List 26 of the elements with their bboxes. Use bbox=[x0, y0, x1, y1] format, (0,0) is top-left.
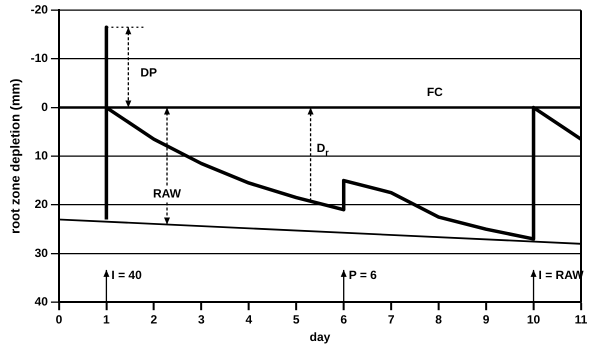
x-tick-label: 3 bbox=[198, 312, 205, 327]
y-tick-label: 10 bbox=[34, 148, 48, 163]
annotation: P = 6 bbox=[348, 268, 378, 282]
x-tick-label: 11 bbox=[574, 312, 588, 327]
x-tick-label: 2 bbox=[150, 312, 158, 327]
y-tick-label: 0 bbox=[41, 100, 48, 114]
y-tick-label: -10 bbox=[30, 51, 48, 66]
annotation: DP bbox=[140, 65, 157, 80]
x-tick-label: 0 bbox=[56, 312, 63, 327]
x-axis-title: day bbox=[310, 330, 331, 344]
ref-line-label: FC bbox=[426, 84, 444, 99]
annotation: RAW bbox=[153, 186, 182, 200]
x-tick-label: 6 bbox=[340, 312, 348, 327]
y-tick-label: 20 bbox=[34, 197, 48, 212]
y-axis-title: root zone depletion (mm) bbox=[7, 78, 22, 234]
y-tick-label: -20 bbox=[30, 2, 48, 17]
y-tick-label: 40 bbox=[34, 294, 48, 309]
y-tick-label: 30 bbox=[34, 246, 48, 260]
x-tick-label: 7 bbox=[388, 312, 395, 327]
x-tick-label: 10 bbox=[526, 312, 541, 327]
x-tick-label: 8 bbox=[435, 312, 442, 327]
x-tick-label: 4 bbox=[245, 312, 252, 327]
annotation: I = 40 bbox=[111, 268, 142, 282]
x-tick-label: 5 bbox=[292, 312, 300, 327]
x-tick-label: 9 bbox=[482, 312, 490, 327]
x-tick-label: 1 bbox=[103, 312, 110, 327]
